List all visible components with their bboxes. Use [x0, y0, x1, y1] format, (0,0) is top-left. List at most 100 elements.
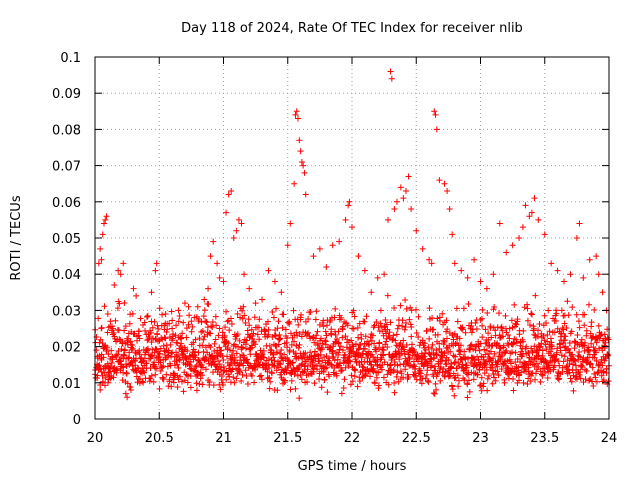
data-point	[283, 369, 290, 376]
data-point	[120, 351, 127, 358]
x-tick-labels: 20 20.5 21 21.5 22 22.5 23 23.5 24	[87, 431, 618, 446]
data-point	[504, 364, 511, 371]
data-point	[349, 224, 355, 231]
data-point	[345, 202, 352, 209]
data-point	[252, 300, 259, 307]
data-point	[464, 394, 471, 401]
data-point	[331, 357, 338, 364]
data-point	[396, 356, 403, 363]
data-point	[150, 378, 157, 385]
data-point	[426, 335, 433, 342]
data-point	[477, 340, 484, 347]
x-tick-label: 21.5	[273, 431, 302, 446]
data-point	[479, 334, 486, 341]
data-point	[208, 323, 215, 330]
data-point	[375, 324, 382, 331]
data-point	[121, 299, 128, 306]
data-point	[395, 378, 402, 385]
data-point	[316, 376, 323, 383]
data-point	[470, 376, 477, 383]
data-point	[359, 363, 366, 370]
data-point	[478, 374, 485, 381]
data-point	[433, 386, 440, 393]
data-point	[445, 357, 452, 364]
data-point	[221, 332, 228, 339]
data-point	[543, 346, 550, 353]
data-point	[137, 315, 144, 322]
data-point	[220, 278, 227, 285]
data-point	[144, 337, 151, 344]
data-point	[208, 352, 215, 359]
data-point	[324, 322, 331, 329]
data-point	[376, 339, 383, 346]
data-point	[320, 369, 327, 376]
data-point	[239, 344, 246, 351]
data-point	[236, 368, 243, 375]
data-point	[295, 321, 302, 328]
data-point	[601, 345, 608, 352]
data-point	[228, 320, 235, 327]
data-point	[309, 335, 316, 342]
data-point	[242, 319, 249, 326]
data-point	[540, 333, 547, 340]
data-point	[600, 376, 607, 383]
data-point	[324, 389, 331, 396]
x-tick-label: 22	[344, 431, 361, 446]
data-point	[405, 373, 412, 380]
data-point	[536, 320, 543, 327]
data-point	[483, 285, 490, 292]
data-point	[486, 355, 493, 362]
data-point	[437, 377, 444, 384]
data-point	[329, 242, 336, 249]
data-point	[265, 326, 272, 333]
data-point	[583, 367, 590, 374]
data-point	[593, 358, 600, 365]
data-point	[593, 339, 600, 346]
data-point	[430, 326, 437, 333]
data-point	[250, 330, 257, 337]
data-point	[285, 319, 292, 326]
data-point	[496, 220, 503, 227]
data-point	[117, 271, 124, 278]
data-point	[322, 328, 329, 335]
data-point	[444, 326, 451, 333]
data-point	[107, 318, 114, 325]
data-point	[566, 360, 573, 367]
data-point	[355, 334, 362, 341]
data-point	[586, 256, 593, 263]
data-point	[528, 209, 535, 216]
data-point	[402, 187, 409, 194]
data-point	[301, 169, 308, 176]
data-point	[357, 378, 364, 385]
data-point	[585, 346, 592, 353]
data-point	[220, 368, 227, 375]
data-point	[160, 376, 167, 383]
data-point	[281, 351, 288, 358]
data-point	[170, 379, 177, 386]
data-point	[531, 195, 538, 202]
data-point	[112, 317, 119, 324]
data-point	[577, 375, 584, 382]
data-point	[209, 324, 216, 331]
data-point	[180, 388, 187, 395]
data-point	[219, 329, 226, 336]
data-point	[393, 331, 400, 338]
data-point	[443, 317, 450, 324]
y-tick-label: 0	[73, 413, 81, 428]
data-point	[202, 366, 209, 373]
data-point	[130, 285, 137, 292]
data-point	[197, 375, 204, 382]
data-point	[123, 363, 130, 370]
data-point	[589, 364, 596, 371]
data-point	[248, 326, 255, 333]
data-point	[505, 332, 512, 339]
data-point	[490, 371, 497, 377]
data-point	[265, 331, 272, 338]
data-point	[162, 311, 169, 318]
data-point	[254, 331, 261, 338]
data-point	[200, 348, 207, 355]
data-point	[447, 348, 454, 355]
data-point	[531, 331, 538, 338]
data-point	[530, 325, 537, 332]
data-point	[365, 340, 372, 347]
